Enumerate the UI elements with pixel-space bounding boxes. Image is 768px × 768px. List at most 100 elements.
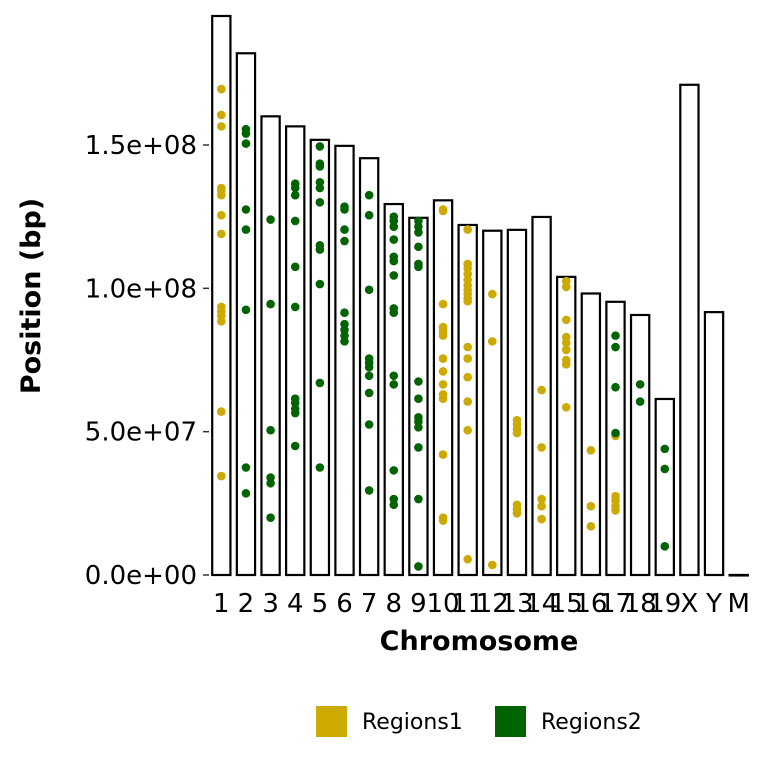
point-regions2-chr9 bbox=[414, 413, 423, 422]
x-tick-label-1: 1 bbox=[213, 589, 230, 619]
chromosome-bar-16 bbox=[580, 292, 602, 577]
x-tick-label-12: 12 bbox=[476, 589, 509, 619]
point-regions1-chr1 bbox=[217, 210, 226, 220]
point-regions1-chr1 bbox=[217, 302, 226, 312]
point-regions1-chr10 bbox=[438, 299, 448, 309]
point-regions2-chr2 bbox=[241, 489, 251, 498]
point-regions2-chr8 bbox=[389, 380, 399, 389]
chromosome-bar-18 bbox=[629, 313, 651, 577]
point-regions2-chr6 bbox=[340, 225, 349, 234]
point-regions1-chr16 bbox=[586, 446, 596, 455]
point-regions2-chr3 bbox=[266, 473, 275, 482]
point-regions2-chr7 bbox=[364, 210, 374, 220]
point-regions2-chr7 bbox=[364, 190, 374, 200]
point-regions1-chr11 bbox=[463, 342, 472, 352]
point-regions1-chr14 bbox=[537, 494, 546, 504]
chromosome-bar-3 bbox=[260, 115, 281, 577]
chromosome-bar-8 bbox=[383, 202, 404, 577]
point-regions2-chr3 bbox=[266, 299, 275, 309]
y-axis-title: Position (bp) bbox=[16, 198, 47, 394]
point-regions2-chr5 bbox=[315, 198, 325, 207]
point-regions1-chr17 bbox=[611, 491, 620, 501]
point-regions2-chr7 bbox=[364, 388, 374, 398]
x-tick-label-17: 17 bbox=[599, 589, 632, 619]
point-regions2-chr19 bbox=[660, 542, 670, 551]
point-regions2-chr17 bbox=[611, 428, 620, 438]
point-regions2-chr17 bbox=[611, 331, 620, 340]
x-tick-label-8: 8 bbox=[385, 589, 402, 619]
point-regions1-chr13 bbox=[512, 415, 522, 425]
point-regions2-chr18 bbox=[635, 397, 645, 406]
point-regions2-chr2 bbox=[241, 124, 251, 134]
point-regions1-chr11 bbox=[463, 397, 472, 406]
point-regions2-chr9 bbox=[414, 242, 423, 252]
x-tick-label-15: 15 bbox=[550, 589, 583, 619]
point-regions2-chr17 bbox=[611, 382, 620, 392]
x-tick-label-4: 4 bbox=[287, 589, 304, 619]
point-regions2-chr2 bbox=[241, 205, 251, 214]
point-regions2-chr2 bbox=[241, 463, 251, 472]
point-regions2-chr3 bbox=[266, 215, 275, 224]
y-axis-ticks: 0.0e+00 5.0e+07 1.0e+08 1.5e+08 bbox=[85, 131, 209, 591]
chromosome-bar-12 bbox=[482, 229, 503, 577]
point-regions1-chr1 bbox=[217, 471, 226, 481]
point-regions1-chr1 bbox=[217, 84, 226, 94]
point-regions1-chr15 bbox=[561, 345, 571, 355]
x-tick-label-14: 14 bbox=[525, 589, 558, 619]
chromosome-bar-4 bbox=[285, 125, 306, 577]
x-tick-label-3: 3 bbox=[262, 589, 279, 619]
x-tick-label-10: 10 bbox=[426, 589, 459, 619]
point-regions1-chr15 bbox=[561, 403, 571, 412]
point-regions1-chr12 bbox=[488, 560, 497, 570]
chromosome-bars bbox=[211, 14, 749, 577]
y-tick-label: 1.5e+08 bbox=[85, 131, 197, 161]
point-regions2-chr7 bbox=[364, 285, 374, 295]
x-tick-label-11: 11 bbox=[451, 589, 484, 619]
y-tick-label: 5.0e+07 bbox=[85, 418, 197, 448]
x-tick-label-5: 5 bbox=[312, 589, 329, 619]
x-tick-label-M: M bbox=[727, 589, 749, 619]
point-regions2-chr8 bbox=[389, 212, 399, 221]
point-regions2-chr9 bbox=[414, 494, 423, 504]
legend-swatch-regions2 bbox=[495, 706, 526, 737]
point-regions1-chr15 bbox=[561, 315, 571, 325]
point-regions2-chr9 bbox=[414, 216, 423, 226]
chromosome-bar-5 bbox=[309, 138, 331, 577]
point-regions2-chr8 bbox=[389, 271, 399, 280]
point-regions2-chr5 bbox=[315, 177, 325, 187]
x-tick-label-6: 6 bbox=[336, 589, 353, 619]
point-regions2-chr9 bbox=[414, 377, 423, 386]
point-regions2-chr18 bbox=[635, 380, 645, 389]
point-regions2-chr4 bbox=[290, 302, 300, 312]
point-regions1-chr10 bbox=[438, 367, 448, 376]
point-regions1-chr14 bbox=[537, 514, 546, 524]
point-regions1-chr10 bbox=[438, 390, 448, 399]
point-regions2-chr8 bbox=[389, 371, 399, 381]
point-regions2-chr4 bbox=[290, 441, 300, 451]
point-regions2-chr3 bbox=[266, 425, 275, 435]
point-regions2-chr5 bbox=[315, 378, 325, 388]
legend-label-regions2: Regions2 bbox=[541, 710, 642, 735]
point-regions1-chr11 bbox=[463, 259, 472, 269]
x-axis-title: Chromosome bbox=[380, 626, 579, 657]
x-tick-label-18: 18 bbox=[624, 589, 657, 619]
point-regions1-chr10 bbox=[438, 322, 448, 332]
point-regions1-chr15 bbox=[561, 332, 571, 342]
point-regions2-chr9 bbox=[414, 443, 423, 452]
point-regions2-chr7 bbox=[364, 371, 374, 381]
chromosome-bar-19 bbox=[654, 397, 675, 577]
point-regions2-chr3 bbox=[266, 513, 275, 522]
y-tick-label: 1.0e+08 bbox=[85, 274, 197, 304]
x-tick-label-X: X bbox=[681, 589, 699, 619]
point-regions1-chr1 bbox=[217, 183, 226, 193]
point-regions2-chr8 bbox=[389, 235, 399, 244]
point-regions2-chr5 bbox=[315, 241, 325, 250]
point-regions1-chr10 bbox=[438, 513, 448, 522]
point-regions1-chr1 bbox=[217, 122, 226, 131]
point-regions2-chr17 bbox=[611, 342, 620, 352]
point-regions1-chr1 bbox=[217, 110, 226, 120]
point-regions2-chr19 bbox=[660, 444, 670, 454]
x-tick-label-9: 9 bbox=[410, 589, 427, 619]
point-regions1-chr15 bbox=[561, 276, 571, 286]
